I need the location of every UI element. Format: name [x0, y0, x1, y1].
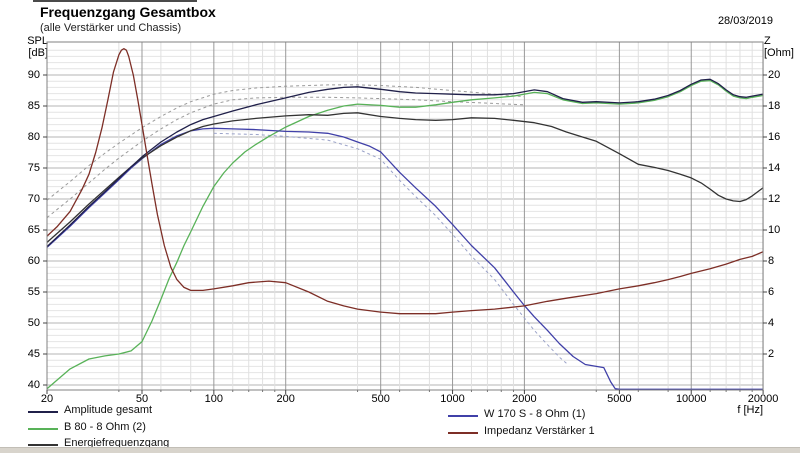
- spl-tick-label-50: 50: [27, 317, 40, 329]
- window-bottom-edge: [0, 447, 800, 453]
- spl-tick-label-70: 70: [27, 193, 40, 205]
- spl-tick-label-80: 80: [27, 131, 40, 143]
- x-tick-label-200: 200: [276, 393, 295, 405]
- curve-impedanz: [47, 48, 763, 315]
- z-tick-label-20: 20: [768, 69, 781, 81]
- z-tick-label-10: 10: [768, 224, 781, 236]
- z-tick-label-18: 18: [768, 100, 781, 112]
- x-tick-label-1000: 1000: [440, 393, 465, 405]
- legend-label-amplitude_gesamt: Amplitude gesamt: [64, 404, 153, 416]
- x-tick-label-10000: 10000: [675, 393, 707, 405]
- spl-tick-label-85: 85: [27, 100, 40, 112]
- plot-frame: [46, 41, 764, 391]
- window-top-edge-artifact: [33, 0, 197, 2]
- spl-axis-label: SPL [dB]: [27, 35, 48, 59]
- legend-swatch-energiefrequenzgang: [28, 444, 58, 446]
- spl-tick-label-65: 65: [27, 224, 40, 236]
- z-axis-label: Z [Ohm]: [764, 35, 794, 59]
- z-tick-label-4: 4: [768, 317, 775, 329]
- curve-energiefrequenzgang: [47, 112, 763, 243]
- legend-swatch-impedanz: [448, 431, 478, 434]
- curve-dashed_w170s: [213, 132, 567, 364]
- z-tick-label-2: 2: [768, 348, 775, 360]
- spl-tick-label-75: 75: [27, 162, 40, 174]
- z-tick-label-14: 14: [768, 162, 781, 174]
- spl-tick-label-45: 45: [27, 348, 40, 360]
- x-tick-label-20: 20: [40, 393, 54, 405]
- spl-tick-label-55: 55: [27, 286, 40, 298]
- freq-axis-label: f [Hz]: [737, 404, 763, 416]
- spl-tick-label-40: 40: [27, 379, 40, 391]
- legend-label-impedanz: Impedanz Verstärker 1: [484, 424, 595, 437]
- z-tick-label-8: 8: [768, 255, 775, 267]
- curve-amplitude_gesamt: [47, 78, 763, 248]
- chart-title: Frequenzgang Gesamtbox: [40, 4, 216, 20]
- z-tick-label-16: 16: [768, 131, 781, 143]
- x-tick-label-2000: 2000: [512, 393, 537, 405]
- legend-swatch-amplitude_gesamt: [28, 411, 58, 413]
- x-tick-label-20000: 20000: [747, 393, 779, 405]
- spl-tick-label-60: 60: [27, 255, 40, 267]
- z-tick-label-12: 12: [768, 193, 781, 205]
- spl-tick-label-90: 90: [27, 69, 40, 81]
- legend-label-energiefrequenzgang: Energiefrequenzgang: [64, 437, 170, 449]
- x-tick-label-50: 50: [135, 393, 149, 405]
- legend-swatch-b80: [28, 427, 58, 430]
- z-tick-label-6: 6: [768, 286, 775, 298]
- chart-subtitle: (alle Verstärker und Chassis): [40, 22, 182, 34]
- x-tick-label-5000: 5000: [607, 393, 632, 405]
- curve-b80: [47, 79, 763, 390]
- x-tick-label-500: 500: [371, 393, 390, 405]
- date-label: 28/03/2019: [717, 15, 773, 27]
- curve-dashed_ref_2: [47, 96, 525, 218]
- legend-swatch-w170s: [448, 415, 478, 417]
- x-tick-label-100: 100: [204, 393, 224, 405]
- legend-label-b80: B 80 - 8 Ohm (2): [64, 420, 146, 433]
- legend-label-w170s: W 170 S - 8 Ohm (1): [484, 408, 586, 420]
